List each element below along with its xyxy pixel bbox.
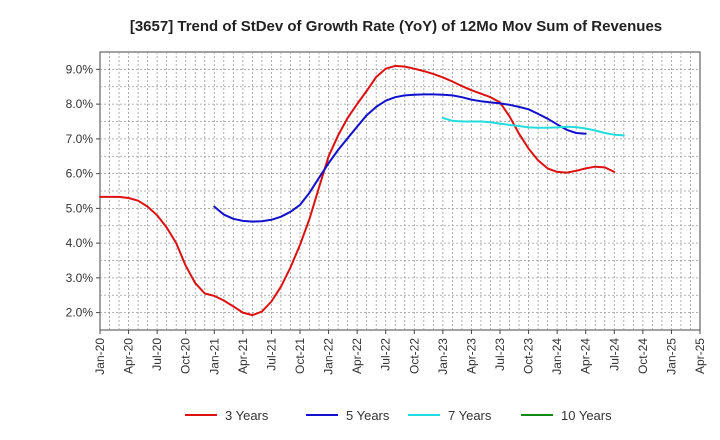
y-tick-label: 9.0% (66, 62, 94, 76)
y-tick-label: 7.0% (66, 132, 94, 146)
legend-label: 3 Years (225, 408, 269, 423)
chart-title: [3657] Trend of StDev of Growth Rate (Yo… (130, 18, 662, 35)
legend: 3 Years 5 Years 7 Years 10 Years (185, 408, 612, 423)
x-tick-label: Jan-20 (93, 338, 107, 375)
series-line-7-years (441, 117, 625, 137)
y-tick-label: 4.0% (66, 236, 94, 250)
x-tick-label: Jul-20 (150, 338, 164, 371)
x-tick-label: Jan-21 (207, 338, 221, 375)
series-line-3-years (99, 64, 616, 317)
x-tick-label: Jul-23 (493, 338, 507, 371)
legend-label: 10 Years (561, 408, 612, 423)
x-tick-label: Apr-24 (579, 338, 593, 374)
x-tick-label: Oct-20 (179, 338, 193, 374)
legend-label: 7 Years (448, 408, 492, 423)
x-tick-label: Oct-21 (293, 338, 307, 374)
y-tick-label: 6.0% (66, 167, 94, 181)
x-tick-label: Jan-22 (322, 338, 336, 375)
legend-label: 5 Years (346, 408, 390, 423)
x-tick-label: Apr-21 (236, 338, 250, 374)
x-tick-label: Jul-24 (607, 338, 621, 371)
x-tick-label: Apr-25 (693, 338, 707, 374)
x-tick-label: Jan-25 (664, 338, 678, 375)
y-tick-label: 3.0% (66, 271, 94, 285)
x-tick-label: Oct-24 (636, 338, 650, 374)
x-tick-label: Jul-22 (379, 338, 393, 371)
series-line-5-years (213, 93, 587, 223)
y-tick-label: 5.0% (66, 201, 94, 215)
x-tick-label: Jan-24 (550, 338, 564, 375)
x-tick-label: Oct-23 (522, 338, 536, 374)
x-tick-label: Apr-20 (122, 338, 136, 374)
x-tick-label: Jan-23 (436, 338, 450, 375)
x-tick-label: Oct-22 (407, 338, 421, 374)
x-tick-label: Jul-21 (264, 338, 278, 371)
x-tick-label: Apr-22 (350, 338, 364, 374)
y-tick-label: 8.0% (66, 97, 94, 111)
x-tick-label: Apr-23 (464, 338, 478, 374)
y-tick-label: 2.0% (66, 306, 94, 320)
plot-area: 2.0% 3.0% 4.0% 5.0% 6.0% 7.0% 8.0% 9.0% Jan-20 Ap… (66, 51, 707, 375)
